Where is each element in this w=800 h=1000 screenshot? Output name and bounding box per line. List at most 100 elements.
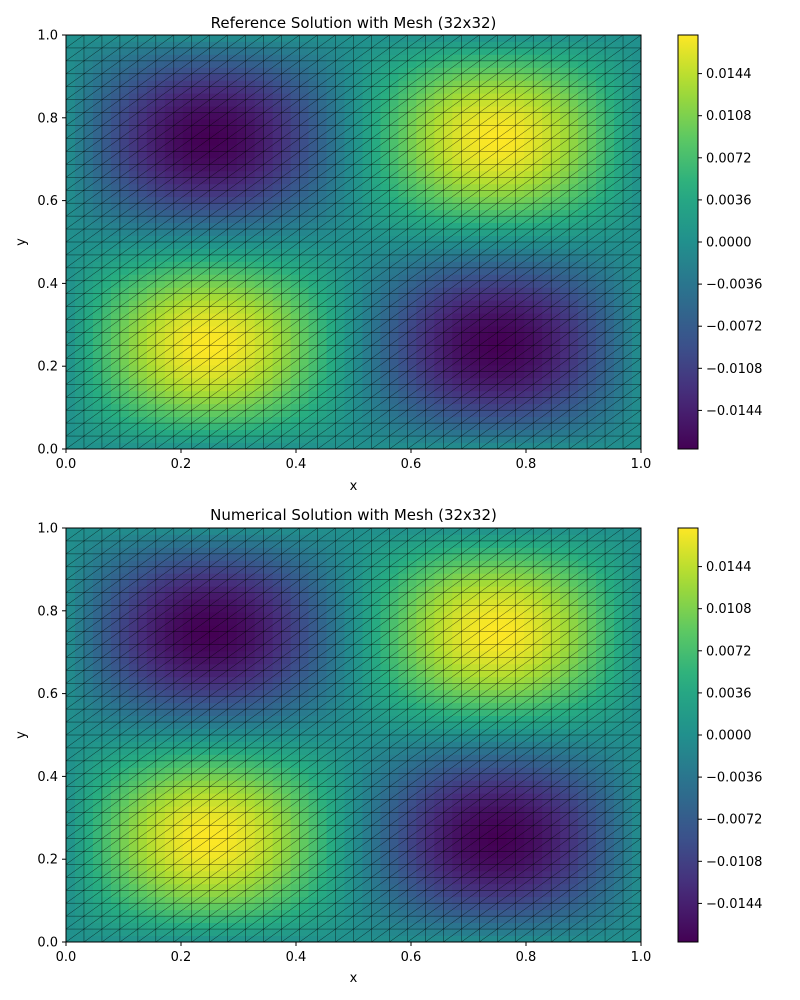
heat-cell [614,410,624,418]
heat-cell [173,683,184,691]
heat-cell [488,132,498,139]
heat-cell [155,151,166,159]
heat-cell [479,222,489,230]
heat-cell [155,203,166,211]
heat-cell [137,883,148,891]
heat-cell [596,222,606,230]
heat-cell [155,579,166,587]
heat-cell [66,793,76,801]
heat-cell [353,60,363,68]
heat-cell [389,254,399,262]
heat-cell [605,332,615,340]
heat-cell [66,832,76,839]
heat-cell [101,377,112,385]
heat-cell [101,73,112,81]
heat-cell [425,300,435,308]
heat-cell [551,254,561,262]
heat-cell [128,579,139,587]
heat-cell [461,390,471,398]
heat-cell [119,929,130,936]
heat-cell [596,371,606,379]
heat-cell [425,397,435,405]
heat-cell [434,364,444,372]
heat-cell [506,60,516,68]
heat-cell [164,397,175,405]
heat-cell [164,423,175,430]
heat-cell [416,106,426,114]
colorbar-tick-label: 0.0000 [706,236,752,251]
heat-cell [173,170,184,178]
heat-cell [92,922,103,930]
heat-cell [110,883,121,891]
heat-cell [407,157,417,165]
heat-cell [92,267,103,275]
heat-cell [497,397,507,405]
heat-cell [218,280,229,288]
heat-cell [146,442,157,450]
heat-cell [488,86,498,94]
heat-cell [101,384,112,392]
heat-cell [191,345,202,353]
heat-cell [335,267,345,275]
heat-cell [299,125,309,133]
heat-cell [461,326,471,333]
heat-cell [308,351,318,359]
heat-cell [200,371,211,379]
heat-cell [533,196,543,204]
heat-cell [254,364,265,372]
heat-cell [515,339,525,346]
heat-cell [560,203,570,211]
heat-cell [66,747,76,755]
heat-cell [74,151,85,159]
heat-cell [380,177,390,185]
heat-cell [497,177,507,185]
heat-cell [443,132,453,139]
heat-cell [578,41,588,49]
heat-cell [614,144,624,152]
heat-cell [101,416,112,424]
heat-cell [155,332,166,340]
heat-cell [380,132,390,139]
heat-cell [551,157,561,165]
heat-cell [596,326,606,333]
heat-cell [335,112,345,120]
heat-cell [146,313,157,321]
heat-cell [272,313,283,321]
heat-cell [101,890,112,898]
heat-cell [398,47,408,55]
heat-cell [236,99,247,107]
heat-cell [164,339,175,346]
heat-cell [506,345,516,353]
heat-cell [254,125,265,133]
reference-solution-panel: Reference Solution with Mesh (32x32) 0.0… [14,14,762,494]
heat-cell [542,235,552,243]
heat-cell [389,423,399,430]
heat-cell [146,547,157,555]
heat-cell [164,922,175,930]
heat-cell [443,248,453,256]
heat-cell [173,410,184,418]
heat-cell [110,560,121,568]
heat-cell [119,747,130,755]
heat-cell [74,605,85,613]
heat-cell [92,579,103,587]
heat-cell [632,177,642,185]
heat-cell [200,267,211,275]
heat-cell [182,326,193,333]
heat-cell [623,293,633,301]
heat-cell [200,203,211,211]
heat-cell [551,358,561,366]
heat-cell [191,364,202,372]
heat-cell [335,300,345,308]
heat-cell [263,377,274,385]
heat-cell [92,209,103,217]
heat-cell [146,689,157,697]
heat-cell [66,183,76,191]
heat-cell [137,657,148,665]
heat-cell [281,60,292,68]
heat-cell [128,754,139,762]
heat-cell [74,870,85,878]
heat-cell [92,670,103,678]
heat-cell [443,67,453,75]
heat-cell [362,177,372,185]
